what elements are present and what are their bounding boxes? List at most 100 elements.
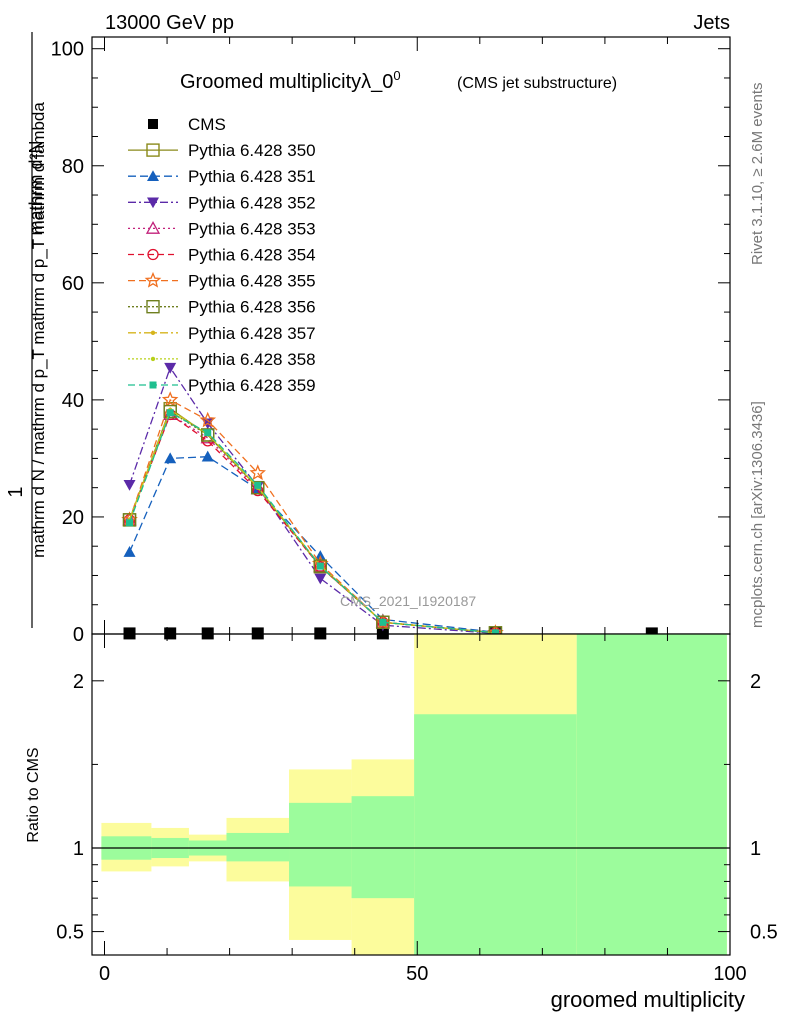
data-point [161, 391, 179, 407]
data-point [163, 404, 177, 419]
legend-marker [148, 119, 158, 129]
data-point [251, 480, 265, 495]
data-point [164, 362, 177, 374]
data-point [379, 618, 387, 626]
ratio-ytick-label-right: 2 [750, 671, 761, 693]
main-ytick-label: 0 [73, 624, 84, 646]
watermark: CMS_2021_I1920187 [340, 593, 476, 609]
legend-item: Pythia 6.428 357 [128, 324, 316, 343]
xtick-label: 100 [713, 963, 746, 985]
data-point [199, 411, 217, 428]
ylabel-numerator: mathrm d²N [26, 140, 46, 235]
main-ytick-label: 100 [51, 39, 84, 61]
legend-label: Pythia 6.428 357 [188, 324, 316, 343]
legend-item: Pythia 6.428 356 [128, 298, 316, 317]
series-line [128, 398, 496, 634]
legend-label: CMS [188, 115, 226, 134]
legend-item: CMS [148, 115, 226, 134]
data-point [313, 559, 328, 573]
legend-label: Pythia 6.428 359 [188, 376, 316, 395]
legend-marker [150, 330, 156, 335]
ratio-band-inner [576, 634, 727, 955]
ratio-band-inner [226, 832, 290, 862]
data-point [204, 429, 212, 437]
ratio-ytick-label: 0.5 [56, 922, 84, 944]
legend-item: Pythia 6.428 354 [128, 246, 316, 265]
title-subtitle: (CMS jet substructure) [457, 75, 617, 92]
data-point [166, 409, 174, 417]
legend-label: Pythia 6.428 353 [188, 219, 316, 238]
data-point [123, 546, 136, 557]
xlabel: groomed multiplicity [551, 987, 745, 1012]
series-2 [123, 450, 502, 638]
xtick-label: 50 [406, 963, 428, 985]
legend-marker [147, 170, 159, 181]
main-ytick-label: 60 [62, 273, 84, 295]
ratio-band-inner [289, 802, 352, 887]
ratio-yticks: 0.5 0.5 1 1 2 2 [56, 671, 778, 944]
mcplots-label: mcplots.cern.ch [arXiv:1306.3436] [749, 401, 766, 628]
series-10 [126, 409, 499, 637]
legend: CMS Pythia 6.428 350 Pythia 6.428 351 Pythi… [128, 115, 316, 395]
main-ytick-label: 80 [62, 156, 84, 178]
data-point [314, 573, 327, 585]
legend-item: Pythia 6.428 350 [128, 141, 316, 160]
data-point [491, 629, 499, 637]
main-ytick-label: 40 [62, 390, 84, 412]
ratio-bands [101, 634, 727, 955]
legend-item: Pythia 6.428 351 [128, 167, 316, 186]
ratio-panel: 0.5 0.5 1 1 2 2 0 50 100 Ratio to CMS groomed m… [25, 37, 778, 1012]
ratio-ytick-label: 2 [73, 671, 84, 693]
plot-title: Groomed multiplicityλ_00 (CMS jet substr… [180, 68, 617, 93]
data-point [201, 428, 215, 442]
ratio-ytick-label-right: 1 [750, 838, 761, 860]
main-yticks: 0 20 40 60 80 100 [51, 39, 730, 646]
data-point [164, 452, 177, 464]
main-ylabel: 1 mathrm d²N mathrm d N / mathrm d p_T m… [5, 32, 48, 628]
ratio-band-inner [414, 714, 577, 955]
main-ytick-label: 20 [62, 507, 84, 529]
legend-label: Pythia 6.428 351 [188, 167, 316, 186]
legend-label: Pythia 6.428 356 [188, 298, 316, 317]
rivet-label: Rivet 3.1.10, ≥ 2.6M events [749, 83, 766, 266]
legend-marker [146, 300, 160, 314]
header-right: Jets [693, 12, 730, 34]
header-left: 13000 GeV pp [105, 12, 234, 34]
legend-label: Pythia 6.428 352 [188, 193, 316, 212]
legend-item: Pythia 6.428 352 [128, 193, 316, 212]
data-point [201, 450, 214, 462]
data-point [123, 479, 136, 491]
legend-label: Pythia 6.428 355 [188, 272, 316, 291]
legend-marker [147, 197, 159, 209]
ylabel-prefix: 1 [5, 486, 27, 497]
ratio-frame [91, 633, 731, 956]
legend-label: Pythia 6.428 350 [188, 141, 316, 160]
legend-label: Pythia 6.428 358 [188, 350, 316, 369]
legend-marker [144, 271, 162, 288]
legend-item: Pythia 6.428 355 [128, 272, 316, 291]
ratio-ytick-label-right: 0.5 [750, 922, 778, 944]
legend-marker [145, 221, 161, 234]
legend-marker [147, 248, 159, 261]
ratio-band-inner [351, 796, 415, 899]
legend-marker [150, 356, 156, 362]
data-point [316, 562, 324, 570]
legend-marker [149, 381, 157, 389]
legend-item: Pythia 6.428 359 [128, 376, 316, 395]
xtick-label: 0 [99, 963, 110, 985]
legend-label: Pythia 6.428 354 [188, 246, 316, 265]
legend-item: Pythia 6.428 353 [128, 219, 316, 238]
data-point [254, 481, 262, 489]
legend-marker [146, 143, 160, 157]
data-point [249, 464, 266, 481]
title-main: Groomed multiplicityλ_00 [180, 68, 401, 93]
ratio-ytick-label: 1 [73, 838, 84, 860]
ratio-ylabel: Ratio to CMS [25, 747, 42, 842]
ratio-xticks: 0 50 100 [99, 37, 747, 985]
ylabel-denominator: mathrm d N / mathrm d p_T mathrm d p_T m… [29, 102, 48, 558]
main-panel: 0 20 40 60 80 100 CMS_2021_I1920187 Groomed m… [5, 32, 731, 646]
data-point [126, 519, 134, 527]
legend-item: Pythia 6.428 358 [128, 350, 316, 369]
